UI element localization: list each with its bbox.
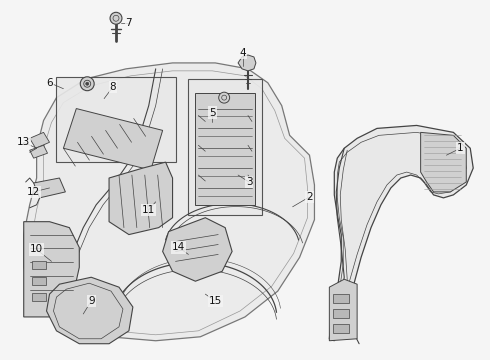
Bar [333, 294, 349, 303]
Bar [32, 261, 46, 269]
Polygon shape [329, 279, 357, 341]
Text: 1: 1 [457, 143, 464, 153]
Polygon shape [196, 93, 255, 205]
Circle shape [219, 92, 230, 103]
Circle shape [86, 82, 89, 85]
Text: 8: 8 [110, 82, 116, 92]
Polygon shape [47, 277, 133, 344]
Polygon shape [56, 77, 175, 162]
Text: 9: 9 [88, 296, 95, 306]
Text: 14: 14 [172, 243, 185, 252]
Bar [333, 309, 349, 318]
Polygon shape [329, 125, 473, 341]
Bar [32, 277, 46, 285]
Text: 7: 7 [125, 18, 132, 28]
Text: 3: 3 [245, 177, 252, 187]
Text: 5: 5 [209, 108, 216, 117]
Polygon shape [163, 218, 232, 281]
Text: 12: 12 [27, 187, 40, 197]
Polygon shape [24, 222, 79, 317]
Circle shape [110, 12, 122, 24]
Text: 2: 2 [306, 192, 313, 202]
Polygon shape [34, 178, 65, 198]
Text: 11: 11 [142, 205, 155, 215]
Text: 4: 4 [240, 48, 246, 58]
Text: 13: 13 [17, 137, 30, 147]
Circle shape [80, 77, 94, 91]
Polygon shape [24, 63, 315, 341]
Text: 10: 10 [30, 244, 43, 255]
Polygon shape [420, 132, 466, 192]
Polygon shape [109, 162, 172, 235]
Polygon shape [63, 109, 163, 170]
Polygon shape [189, 79, 262, 215]
Polygon shape [238, 55, 256, 71]
Text: 6: 6 [46, 78, 53, 88]
Bar [333, 324, 349, 333]
Bar [32, 293, 46, 301]
Polygon shape [30, 132, 49, 148]
Polygon shape [30, 145, 48, 158]
Text: 15: 15 [209, 296, 222, 306]
